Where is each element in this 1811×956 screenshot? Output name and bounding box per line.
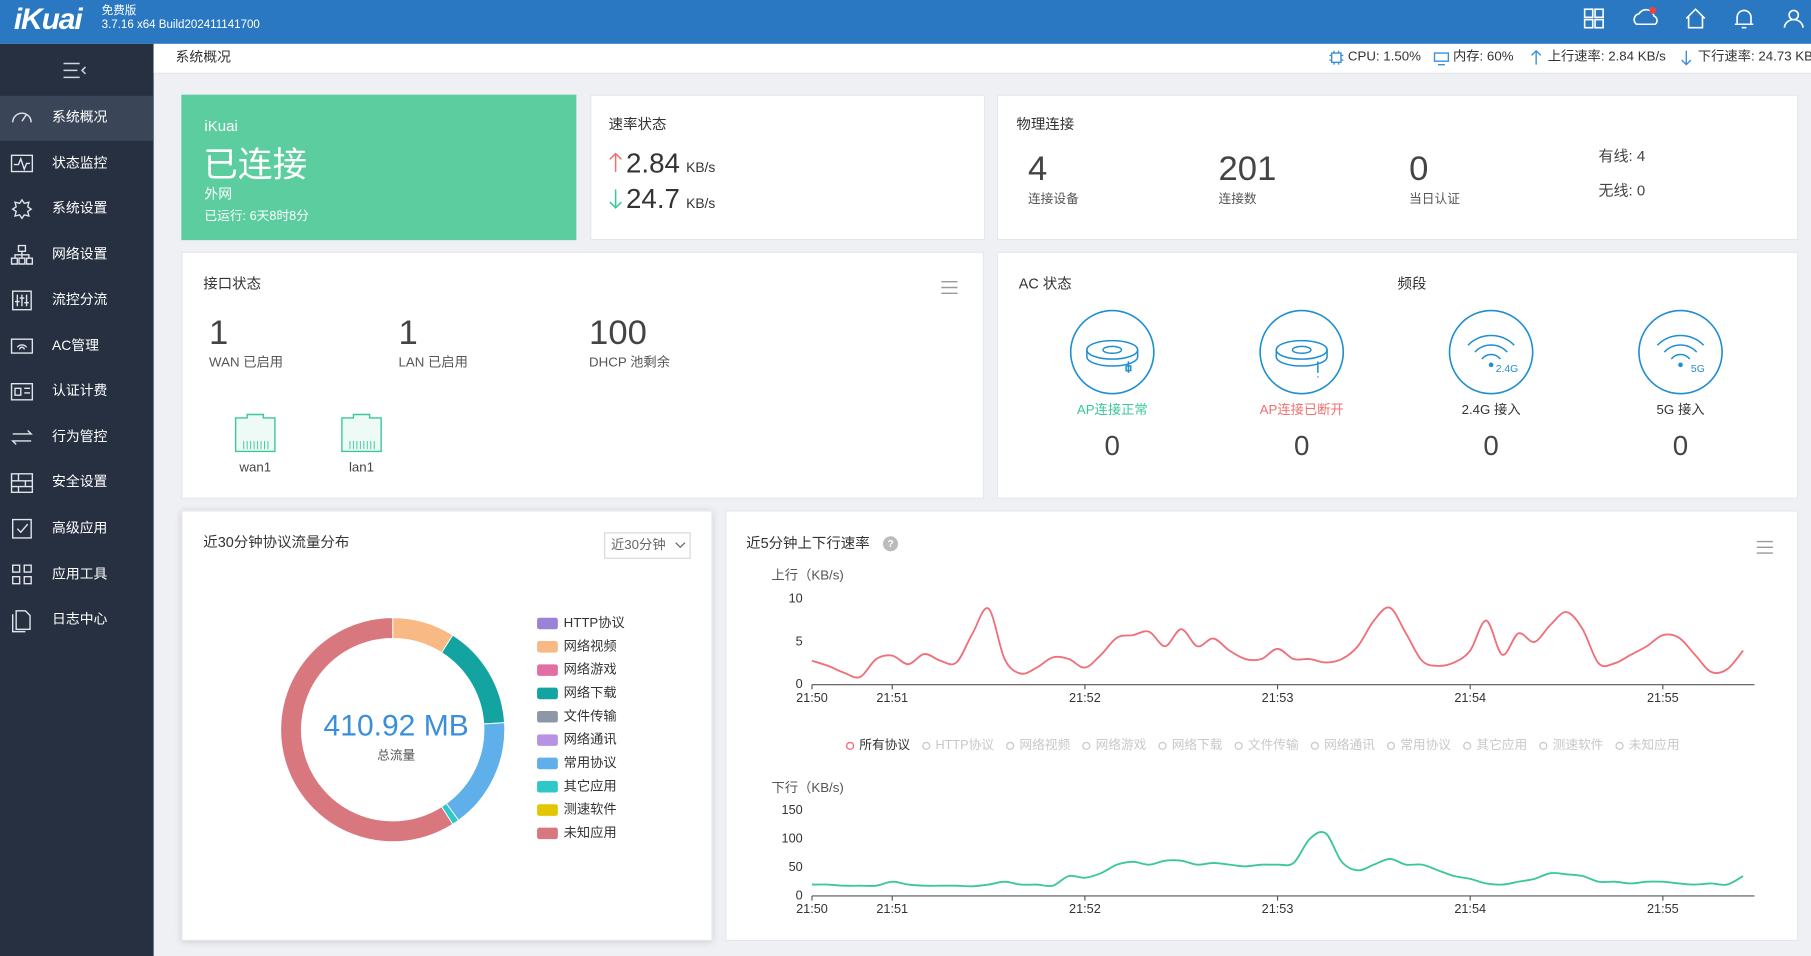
breadcrumb: 系统概况 [175,48,232,65]
network-type: 外网 [204,186,233,203]
stat-label: DHCP 池剩余 [589,356,670,370]
stat-label: LAN 已启用 [398,356,468,370]
stat-label: WAN 已启用 [209,356,284,370]
rate-unit: KB/s [686,195,716,212]
ac-label: AP连接正常 [1076,403,1148,418]
sidebar-item[interactable]: 流控分流 [51,291,108,308]
card-title: AC 状态 [1018,275,1072,292]
stat-value: 201 [1218,149,1277,188]
sidebar-item[interactable]: 安全设置 [51,473,108,491]
wired-count: 有线: 4 [1598,147,1646,165]
stat-label: 连接数 [1218,192,1257,207]
sidebar-item[interactable]: 行为管控 [51,428,108,445]
sidebar-item[interactable]: 应用工具 [51,565,108,582]
stat-value: 4 [1027,149,1048,188]
ac-value: 0 [1293,430,1310,463]
status-item: 上行速率: 2.84 KB/s [1547,50,1666,64]
sidebar-item[interactable]: 认证计费 [51,382,108,399]
card-title: 近30分钟协议流量分布 [203,534,350,551]
wireless-count: 无线: 0 [1598,181,1646,200]
stat-label: 当日认证 [1409,192,1460,207]
uptime: 已运行: 6天8时8分 [204,209,309,224]
connection-card [181,94,577,241]
physical-card [996,94,1799,241]
sidebar-item[interactable]: AC管理 [51,336,99,354]
port-label: wan1 [239,461,272,475]
card-title: 近5分钟上下行速率 [746,535,870,552]
rate-unit: KB/s [686,159,716,176]
rate-card [590,94,986,241]
stat-value: 1 [209,313,229,352]
brand: iKuai [204,117,238,135]
header [0,0,1811,44]
ac-label: AP连接已断开 [1259,403,1344,418]
edition: 免费版 [101,4,137,18]
card-title: 频段 [1397,275,1427,292]
ac-label: 2.4G 接入 [1461,403,1521,418]
stat-value: 0 [1409,149,1429,188]
card-title: 接口状态 [203,275,262,292]
download-rate: 24.7 [626,183,680,215]
sidebar-item[interactable]: 系统设置 [51,199,108,217]
stat-label: 连接设备 [1027,192,1079,207]
card-title: 物理连接 [1016,116,1075,133]
ac-value: 0 [1483,430,1499,463]
sidebar-item[interactable]: 网络设置 [51,245,108,262]
sidebar [0,43,154,956]
build-version: 3.7.16 x64 Build202411141700 [101,18,260,32]
status-item: 下行速率: 24.73 KB/s [1697,50,1811,64]
sidebar-item[interactable]: 日志中心 [51,610,108,628]
port-label: lan1 [348,461,375,475]
upload-rate: 2.84 [626,148,680,180]
ac-value: 0 [1104,430,1120,463]
logo: iKuai [13,1,83,36]
rate-chart-card [725,510,1799,941]
sidebar-item[interactable]: 状态监控 [51,154,108,171]
sidebar-item[interactable]: 高级应用 [51,519,108,536]
ac-label: 5G 接入 [1656,403,1705,418]
protocol-card [181,510,713,941]
stat-value: 100 [589,313,647,352]
sidebar-item[interactable]: 系统概况 [51,108,108,125]
status-item: CPU: 1.50% [1347,50,1421,64]
stat-value: 1 [398,313,418,352]
connection-state: 已连接 [203,146,308,185]
ac-value: 0 [1672,430,1689,463]
card-title: 速率状态 [608,116,667,133]
interface-card [181,251,985,499]
dropdown-value[interactable]: 近30分钟 [610,538,666,553]
status-item: 内存: 60% [1452,50,1514,64]
